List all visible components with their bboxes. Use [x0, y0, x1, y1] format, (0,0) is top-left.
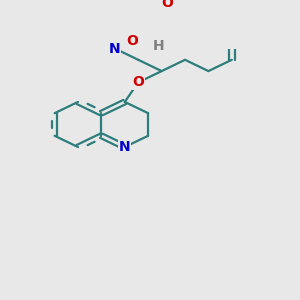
Text: H: H [152, 39, 164, 52]
Text: O: O [126, 34, 138, 48]
Text: N: N [109, 41, 121, 56]
Text: O: O [132, 75, 144, 89]
Text: O: O [162, 0, 174, 11]
Text: N: N [119, 140, 130, 154]
